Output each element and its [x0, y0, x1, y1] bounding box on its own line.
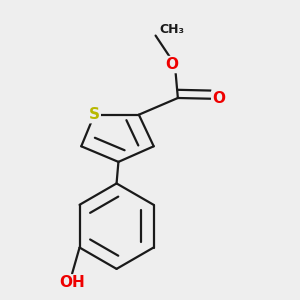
Text: CH₃: CH₃	[159, 23, 184, 37]
Text: O: O	[165, 57, 178, 72]
Text: OH: OH	[59, 275, 85, 290]
Text: O: O	[212, 91, 225, 106]
Text: S: S	[89, 107, 100, 122]
